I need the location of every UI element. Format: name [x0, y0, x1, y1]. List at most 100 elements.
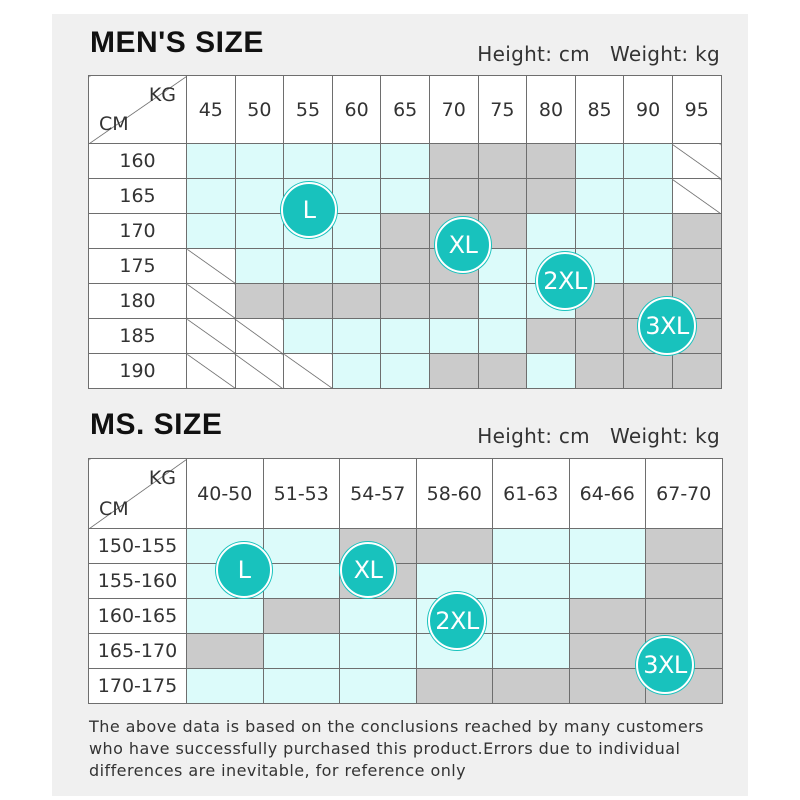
cm-label: CM — [99, 498, 129, 520]
na-cell — [186, 248, 236, 284]
size-cell — [339, 668, 417, 704]
size-cell — [623, 248, 673, 284]
size-cell — [234, 283, 285, 319]
size-cell — [428, 283, 479, 319]
size-cell — [283, 143, 333, 179]
size-cell — [526, 353, 576, 389]
table-row: 190 — [88, 353, 722, 389]
size-cell — [331, 318, 382, 354]
na-cell — [234, 353, 285, 389]
weight-header: 51-53 — [262, 458, 340, 529]
size-cell — [623, 178, 673, 214]
size-cell — [477, 318, 528, 354]
ms-badge-l: L — [216, 542, 272, 598]
table-row: 160-165 — [88, 598, 723, 634]
size-cell — [428, 143, 479, 179]
size-cell — [283, 248, 333, 284]
disclaimer-footnote: The above data is based on the conclusio… — [89, 717, 704, 780]
ms-badge-3xl: 3XL — [636, 636, 694, 694]
size-cell — [492, 598, 570, 634]
table-row: 165 — [88, 178, 722, 214]
table-row: 175 — [88, 248, 722, 284]
size-cell — [331, 353, 382, 389]
mens-badge-2xl: 2XL — [536, 252, 594, 310]
size-cell — [492, 633, 570, 669]
table-row: 185 — [88, 318, 722, 354]
na-cell — [186, 318, 236, 354]
size-cell — [568, 668, 646, 704]
size-cell — [526, 213, 576, 249]
height-label: 175 — [88, 248, 187, 284]
ms-size-title: MS. SIZE — [90, 408, 223, 441]
size-cell — [331, 143, 382, 179]
size-cell — [186, 143, 236, 179]
weight-header: 54-57 — [339, 458, 417, 529]
size-cell — [574, 143, 625, 179]
size-cell — [492, 563, 570, 599]
height-label: 150-155 — [88, 528, 187, 564]
size-cell — [262, 668, 340, 704]
table-row: 170-175 — [88, 668, 723, 704]
size-cell — [186, 178, 236, 214]
size-cell — [492, 668, 570, 704]
weight-header: 64-66 — [568, 458, 646, 529]
height-label: 180 — [88, 283, 187, 319]
size-cell — [671, 353, 722, 389]
height-label: 170 — [88, 213, 187, 249]
size-cell — [568, 528, 646, 564]
ms-badge-2xl: 2XL — [428, 592, 486, 650]
weight-header: 75 — [477, 75, 528, 144]
size-cell — [415, 528, 493, 564]
size-cell — [574, 353, 625, 389]
size-cell — [262, 528, 340, 564]
mens-units-label: Height: cm Weight: kg — [477, 42, 720, 66]
size-cell — [428, 178, 479, 214]
size-cell — [477, 353, 528, 389]
size-cell — [186, 633, 264, 669]
size-cell — [380, 178, 430, 214]
weight-header: 80 — [526, 75, 576, 144]
size-cell — [623, 143, 673, 179]
weight-header: 45 — [186, 75, 236, 144]
size-cell — [568, 563, 646, 599]
size-cell — [283, 283, 333, 319]
size-cell — [380, 213, 430, 249]
na-cell — [671, 143, 722, 179]
size-cell — [186, 668, 264, 704]
size-cell — [186, 213, 236, 249]
size-cell — [645, 528, 723, 564]
ms-corner-cell: KG CM — [88, 458, 187, 529]
weight-header: 70 — [428, 75, 479, 144]
size-cell — [380, 248, 430, 284]
height-label: 155-160 — [88, 563, 187, 599]
weight-header: 90 — [623, 75, 673, 144]
mens-corner-cell: KG CM — [88, 75, 187, 144]
size-cell — [380, 283, 430, 319]
size-cell — [526, 143, 576, 179]
size-cell — [262, 563, 340, 599]
weight-header: 61-63 — [492, 458, 570, 529]
table-row: 160 — [88, 143, 722, 179]
weight-header: 55 — [283, 75, 333, 144]
weight-header: 50 — [234, 75, 285, 144]
size-cell — [574, 213, 625, 249]
size-cell — [331, 213, 382, 249]
size-cell — [568, 633, 646, 669]
size-cell — [623, 213, 673, 249]
mens-size-title: MEN'S SIZE — [90, 26, 264, 59]
table-row: 165-170 — [88, 633, 723, 669]
size-cell — [428, 353, 479, 389]
kg-label: KG — [148, 467, 176, 489]
weight-header: 65 — [380, 75, 430, 144]
size-cell — [380, 318, 430, 354]
weight-header: 40-50 — [186, 458, 264, 529]
weight-header: 85 — [574, 75, 625, 144]
na-cell — [186, 353, 236, 389]
size-cell — [526, 178, 576, 214]
size-cell — [477, 283, 528, 319]
size-cell — [477, 178, 528, 214]
size-cell — [645, 598, 723, 634]
ms-badge-xl: XL — [340, 542, 396, 598]
height-label: 160 — [88, 143, 187, 179]
size-cell — [331, 248, 382, 284]
